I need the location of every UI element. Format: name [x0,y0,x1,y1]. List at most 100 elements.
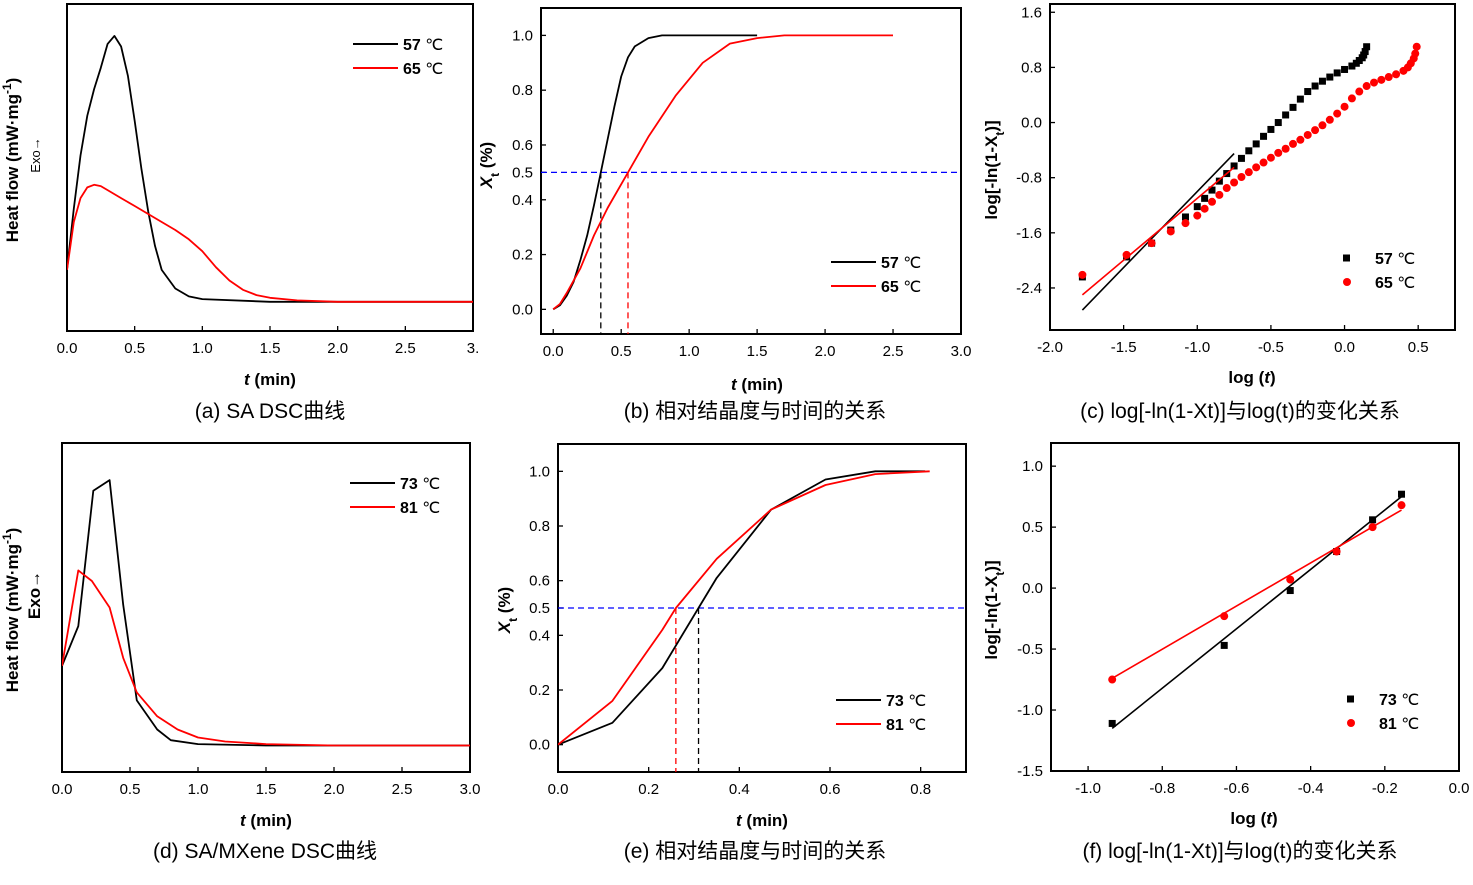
data-point [1286,587,1294,595]
data-point [1412,42,1421,51]
data-point [1215,190,1224,199]
y-tick-label: 0.5 [1022,519,1043,536]
x-tick-label: 0.2 [638,781,659,798]
legend-label: 65 ℃ [403,61,443,78]
y-axis-label: log[-ln(1-Xt)] [982,120,1007,219]
data-point [1267,125,1275,133]
y-axis-label-part: t [993,572,1007,576]
x-tick-label: 1.5 [260,340,281,357]
plot-frame [1050,442,1460,772]
data-point [1244,168,1253,177]
data-point [1181,213,1189,221]
chart-panel-e: 0.0 0.2 0.4 0.6 0.8 0.0 0.2 0.4 0.5 0.6 0.8 1.0 t (m… [495,443,967,863]
x-tick-label: 2.0 [324,781,345,798]
y-axis-label-part: t [506,618,520,622]
data-point [1325,115,1334,124]
x-axis-label-part: log ( [1230,809,1266,828]
data-point [1311,82,1319,90]
data-point [1311,126,1320,135]
data-point [1341,65,1349,73]
legend-swatch [1343,278,1351,286]
x-axis-label-part: log ( [1228,368,1264,387]
x-tick-label: 2.5 [883,343,904,360]
data-point [1326,73,1334,81]
y-axis-label-part: ) [3,78,22,84]
x-axis-label-part: t [736,811,743,830]
legend-label-unit: ℃ [1401,692,1419,709]
legend-label-value: 81 [1379,716,1401,733]
legend-label-value: 57 [403,37,425,54]
panel-caption: (e) 相对结晶度与时间的关系 [624,840,887,863]
x-tick-label: 0.0 [1334,339,1355,356]
data-point [1245,147,1253,155]
x-axis-label-part: t [244,370,251,389]
data-point [1208,197,1216,206]
fit-line [1111,509,1402,680]
legend-label-unit: ℃ [1397,275,1415,292]
y-tick-label: 0.4 [512,192,533,209]
data-point [1252,163,1261,172]
x-tick-label: 2.0 [815,343,836,360]
plot-area [1108,490,1406,729]
x-tick-label: 1.0 [188,781,209,798]
x-axis-label: t (min) [736,811,788,830]
y-tick-label: 0.8 [1021,59,1042,76]
plot-area [1078,42,1421,311]
x-axis-label: log (t) [1230,809,1277,828]
legend-swatch [1347,719,1355,727]
y-axis-label: Xt (%) [495,587,520,634]
x-axis-label-part: (min) [742,811,788,830]
chart-panel-d: 0.0 0.5 1.0 1.5 2.0 2.5 3.0 t (min) Heat flow (m… [0,442,480,863]
data-point [1347,94,1356,103]
y-axis-label: log[-ln(1-Xt)] [982,560,1007,659]
x-axis-label-part: t [240,811,247,830]
x-axis-label-part: ) [1272,809,1278,828]
data-point [1208,186,1216,194]
plot-area [67,35,473,303]
x-axis-label: t (min) [240,811,292,830]
fit-line [1081,166,1235,296]
y-axis-label-part: t [993,132,1007,136]
y-axis-label-part: -1 [0,533,14,544]
data-point [1392,70,1401,79]
legend-swatch [1347,695,1354,703]
y-axis-label-part: Heat flow (mW·mg [3,94,22,242]
data-point [1193,203,1201,211]
data-point [1363,43,1371,51]
x-tick-label: 3.0 [951,343,972,360]
data-point [1361,48,1369,56]
y-tick-label: 0.8 [529,518,550,535]
y-tick-label: 0.0 [1021,115,1042,132]
data-point [1215,177,1223,185]
series-line [62,479,470,747]
panel-caption: (f) log[-ln(1-Xt)]与log(t)的变化关系 [1082,840,1397,863]
data-point [1220,612,1229,621]
series-line [67,183,473,303]
data-point [1411,49,1420,58]
y-tick-label: -0.8 [1016,170,1042,187]
y-axis-label-part: X [495,620,514,634]
data-point [1122,250,1131,259]
data-point [1274,119,1282,127]
x-tick-label: 0.0 [57,340,78,357]
exo-label: Exo→ [28,137,43,172]
y-tick-label: 1.6 [1021,4,1042,21]
data-point [1340,102,1349,111]
legend-label-unit: ℃ [422,476,440,493]
data-point [1230,162,1238,170]
y-tick-label: 0.5 [512,164,533,181]
y-axis-label-part: ) [3,528,22,534]
data-point [1282,111,1290,119]
legend-label-unit: ℃ [422,500,440,517]
data-point [1166,227,1175,236]
legend-label-unit: ℃ [908,717,926,734]
plot-frame [1049,3,1456,331]
series-line [552,34,758,311]
x-tick-label: -0.6 [1224,780,1250,797]
y-axis-label-part: (%) [495,587,514,618]
data-point [1368,523,1377,532]
data-point [1252,140,1260,148]
data-point [1078,270,1087,279]
y-axis-label: Xt (%) [477,142,502,189]
x-tick-label: 1.0 [192,340,213,357]
